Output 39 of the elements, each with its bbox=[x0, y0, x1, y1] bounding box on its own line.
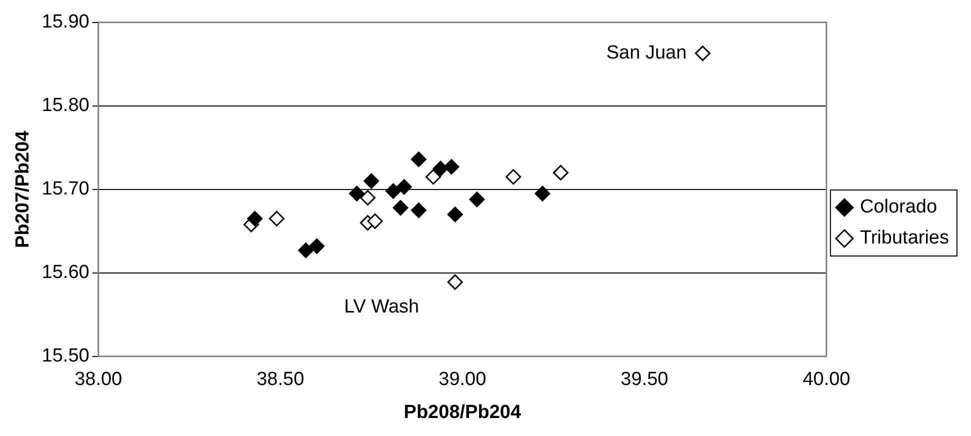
point bbox=[364, 173, 380, 189]
x-axis-title: Pb208/Pb204 bbox=[404, 402, 522, 423]
point bbox=[410, 202, 426, 218]
point bbox=[447, 206, 463, 222]
x-tick-label: 38.00 bbox=[74, 369, 122, 390]
x-tick-label: 39.50 bbox=[620, 369, 668, 390]
point bbox=[432, 160, 448, 176]
x-tick-label: 40.00 bbox=[802, 369, 850, 390]
y-tick-label: 15.50 bbox=[42, 346, 90, 367]
y-tick-label: 15.70 bbox=[42, 178, 90, 200]
point bbox=[694, 46, 710, 62]
annotation: San Juan bbox=[606, 42, 687, 64]
legend-label: Tributaries bbox=[860, 228, 950, 249]
annotation: LV Wash bbox=[344, 296, 420, 318]
y-tick-label: 15.60 bbox=[42, 262, 90, 284]
point bbox=[360, 190, 376, 206]
point bbox=[268, 210, 284, 226]
point bbox=[426, 169, 442, 185]
y-tick-label: 15.80 bbox=[42, 95, 90, 116]
point bbox=[392, 200, 408, 216]
point bbox=[309, 238, 325, 254]
point bbox=[349, 186, 365, 202]
point bbox=[396, 179, 412, 195]
point bbox=[506, 169, 522, 185]
point bbox=[469, 192, 485, 208]
legend-label: Colorado bbox=[860, 196, 938, 218]
point bbox=[247, 210, 263, 226]
point bbox=[447, 274, 463, 290]
point bbox=[534, 186, 550, 202]
x-tick-label: 38.50 bbox=[256, 369, 304, 390]
y-axis-title: Pb207/Pb204 bbox=[12, 130, 34, 248]
point bbox=[298, 242, 314, 258]
point bbox=[385, 183, 401, 199]
x-tick-label: 39.00 bbox=[438, 369, 486, 390]
point bbox=[410, 152, 426, 168]
point bbox=[444, 159, 460, 175]
point bbox=[367, 213, 383, 229]
y-tick-label: 15.90 bbox=[42, 12, 90, 33]
point bbox=[552, 164, 568, 180]
